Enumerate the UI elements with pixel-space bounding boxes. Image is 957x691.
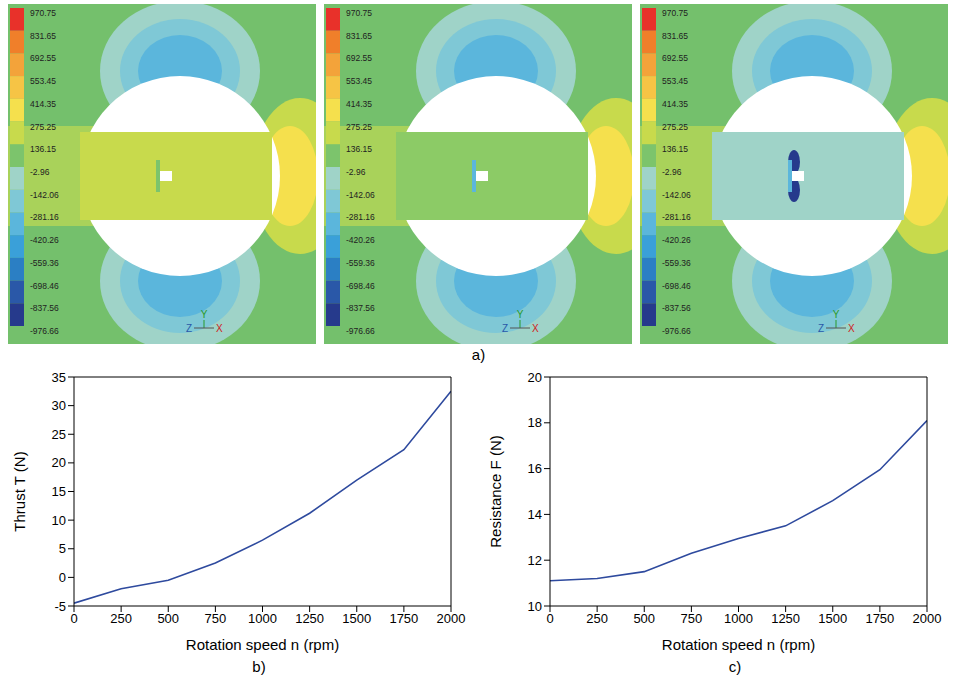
svg-text:Z: Z (502, 323, 508, 334)
svg-text:12: 12 (528, 553, 542, 568)
svg-text:Rotation speed n (rpm): Rotation speed n (rpm) (662, 636, 815, 653)
svg-text:-837.56: -837.56 (30, 303, 59, 313)
svg-text:553.45: 553.45 (346, 76, 372, 86)
svg-text:18: 18 (528, 415, 542, 430)
svg-text:-420.26: -420.26 (662, 235, 691, 245)
svg-text:Y: Y (833, 309, 840, 320)
svg-text:X: X (848, 323, 855, 334)
svg-text:Y: Y (201, 309, 208, 320)
svg-text:Resistance F (N): Resistance F (N) (487, 435, 504, 548)
svg-text:-281.16: -281.16 (346, 212, 375, 222)
svg-text:-420.26: -420.26 (346, 235, 375, 245)
svg-text:Rotation speed n (rpm): Rotation speed n (rpm) (186, 636, 339, 653)
svg-text:0: 0 (546, 611, 553, 626)
svg-text:136.15: 136.15 (30, 144, 56, 154)
svg-text:-142.06: -142.06 (30, 190, 59, 200)
svg-text:-281.16: -281.16 (662, 212, 691, 222)
svg-text:414.35: 414.35 (662, 99, 688, 109)
svg-text:16: 16 (528, 461, 542, 476)
svg-text:2000: 2000 (437, 611, 466, 626)
svg-text:970.75: 970.75 (662, 8, 688, 18)
svg-text:553.45: 553.45 (30, 76, 56, 86)
svg-text:831.65: 831.65 (30, 31, 56, 41)
svg-text:1500: 1500 (342, 611, 371, 626)
svg-text:10: 10 (52, 513, 66, 528)
svg-text:-559.36: -559.36 (662, 258, 691, 268)
svg-text:-837.56: -837.56 (662, 303, 691, 313)
svg-text:35: 35 (52, 370, 66, 385)
svg-text:750: 750 (205, 611, 227, 626)
svg-text:30: 30 (52, 398, 66, 413)
svg-text:-976.66: -976.66 (30, 326, 59, 336)
svg-text:692.55: 692.55 (346, 53, 372, 63)
svg-text:-2.96: -2.96 (30, 167, 50, 177)
svg-text:0: 0 (70, 611, 77, 626)
html-text:b): b) (252, 658, 266, 675)
svg-text:1250: 1250 (771, 611, 800, 626)
svg-text:1000: 1000 (248, 611, 277, 626)
svg-text:10: 10 (528, 599, 542, 614)
svg-text:414.35: 414.35 (346, 99, 372, 109)
svg-text:-2.96: -2.96 (662, 167, 682, 177)
html-text:a): a) (471, 346, 486, 363)
svg-text:-559.36: -559.36 (346, 258, 375, 268)
svg-text:831.65: 831.65 (662, 31, 688, 41)
svg-text:-142.06: -142.06 (662, 190, 691, 200)
svg-text:Z: Z (818, 323, 824, 334)
svg-text:275.25: 275.25 (346, 122, 372, 132)
svg-text:500: 500 (633, 611, 655, 626)
svg-text:553.45: 553.45 (662, 76, 688, 86)
svg-text:-142.06: -142.06 (346, 190, 375, 200)
svg-text:20: 20 (528, 370, 542, 385)
svg-text:1500: 1500 (818, 611, 847, 626)
svg-text:-420.26: -420.26 (30, 235, 59, 245)
svg-text:831.65: 831.65 (346, 31, 372, 41)
svg-text:692.55: 692.55 (662, 53, 688, 63)
svg-text:2000: 2000 (913, 611, 942, 626)
svg-text:-698.46: -698.46 (30, 281, 59, 291)
svg-text:275.25: 275.25 (30, 122, 56, 132)
svg-text:970.75: 970.75 (30, 8, 56, 18)
html-text:c): c) (728, 658, 742, 675)
svg-text:X: X (532, 323, 539, 334)
svg-text:1750: 1750 (865, 611, 894, 626)
svg-text:Thrust T (N): Thrust T (N) (11, 451, 28, 531)
svg-text:-698.46: -698.46 (662, 281, 691, 291)
svg-text:Y: Y (517, 309, 524, 320)
svg-text:Z: Z (186, 323, 192, 334)
svg-text:-976.66: -976.66 (662, 326, 691, 336)
svg-text:275.25: 275.25 (662, 122, 688, 132)
svg-text:-5: -5 (54, 599, 66, 614)
svg-text:0: 0 (59, 570, 66, 585)
svg-text:-281.16: -281.16 (30, 212, 59, 222)
svg-text:500: 500 (157, 611, 179, 626)
svg-text:-976.66: -976.66 (346, 326, 375, 336)
svg-text:5: 5 (59, 541, 66, 556)
svg-text:250: 250 (110, 611, 132, 626)
svg-text:414.35: 414.35 (30, 99, 56, 109)
svg-text:20: 20 (52, 455, 66, 470)
svg-text:15: 15 (52, 484, 66, 499)
svg-text:1250: 1250 (295, 611, 324, 626)
svg-text:-2.96: -2.96 (346, 167, 366, 177)
svg-text:692.55: 692.55 (30, 53, 56, 63)
svg-text:1000: 1000 (724, 611, 753, 626)
svg-text:-698.46: -698.46 (346, 281, 375, 291)
svg-text:14: 14 (528, 507, 542, 522)
svg-text:1750: 1750 (389, 611, 418, 626)
svg-text:250: 250 (586, 611, 608, 626)
svg-text:-837.56: -837.56 (346, 303, 375, 313)
svg-text:X: X (216, 323, 223, 334)
svg-text:136.15: 136.15 (662, 144, 688, 154)
svg-text:970.75: 970.75 (346, 8, 372, 18)
svg-text:-559.36: -559.36 (30, 258, 59, 268)
svg-text:750: 750 (681, 611, 703, 626)
svg-text:136.15: 136.15 (346, 144, 372, 154)
svg-text:25: 25 (52, 427, 66, 442)
